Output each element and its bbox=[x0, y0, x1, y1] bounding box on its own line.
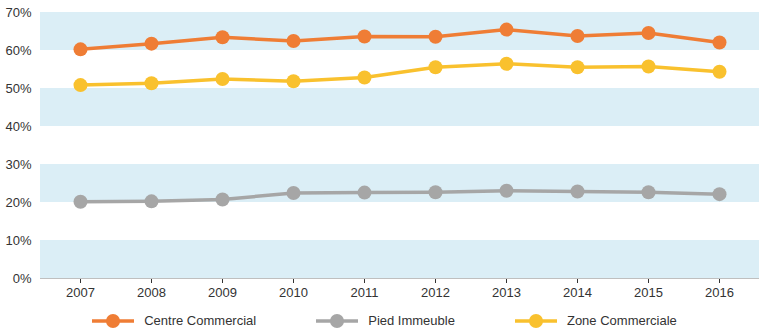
svg-text:2015: 2015 bbox=[634, 285, 663, 300]
html-text:Centre Commercial: Centre Commercial bbox=[144, 313, 257, 328]
html-text:Zone Commerciale: Zone Commerciale bbox=[566, 313, 677, 328]
svg-text:2016: 2016 bbox=[705, 285, 734, 300]
svg-text:2009: 2009 bbox=[208, 285, 237, 300]
svg-text:70%: 70% bbox=[5, 5, 31, 20]
svg-text:2013: 2013 bbox=[492, 285, 521, 300]
html-text:Pied Immeuble: Pied Immeuble bbox=[368, 313, 455, 328]
svg-text:50%: 50% bbox=[5, 81, 31, 96]
svg-text:10%: 10% bbox=[5, 233, 31, 248]
svg-text:2012: 2012 bbox=[421, 285, 450, 300]
svg-text:40%: 40% bbox=[5, 119, 31, 134]
svg-text:2010: 2010 bbox=[279, 285, 308, 300]
svg-text:2007: 2007 bbox=[66, 285, 95, 300]
svg-text:2011: 2011 bbox=[351, 285, 379, 300]
svg-text:2008: 2008 bbox=[137, 285, 166, 300]
svg-text:2014: 2014 bbox=[563, 285, 592, 300]
svg-text:30%: 30% bbox=[5, 157, 31, 172]
svg-text:20%: 20% bbox=[5, 195, 31, 210]
svg-text:0%: 0% bbox=[13, 271, 32, 286]
svg-text:60%: 60% bbox=[5, 43, 31, 58]
